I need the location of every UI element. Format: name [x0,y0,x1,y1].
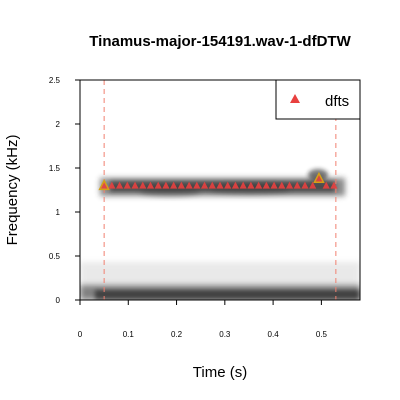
dfts-point [208,181,216,189]
x-tick-label: 0.3 [219,330,231,339]
dfts-point [154,181,162,189]
dfts-point [108,181,116,189]
y-tick-label: 0 [56,296,61,305]
y-tick-label: 2 [56,120,61,129]
dfts-point [255,181,263,189]
dfts-point [293,181,301,189]
dfts-point [247,181,255,189]
endpoint-marker-1 [98,178,110,191]
x-tick-label: 0 [78,330,83,339]
dfts-point [278,181,286,189]
y-tick-label: 2.5 [49,76,61,85]
legend-marker-triangle-icon [290,94,300,103]
dfts-point [285,181,294,189]
y-axis: 0 0.5 1 1.5 2 2.5 [49,76,80,305]
y-tick-label: 0.5 [49,252,61,261]
dfts-point [315,174,323,182]
spectrogram-image [80,169,360,300]
dfts-point [123,181,131,189]
dfts-point [239,181,247,189]
dfts-point [262,181,270,189]
x-axis-label: Time (s) [193,364,247,381]
legend: dfts [275,79,361,120]
dfts-point [170,181,178,189]
dfts-point [185,181,193,189]
dfts-point [193,181,201,189]
dfts-point [224,181,232,189]
dfts-point [131,181,139,189]
dfts-point [146,181,155,189]
y-tick-label: 1.5 [49,164,61,173]
x-tick-label: 0.5 [316,330,328,339]
dfts-point [330,181,338,189]
dfts-markers [100,174,338,189]
dfts-point [100,181,108,189]
dfts-point [270,181,278,189]
dfts-point [162,181,170,189]
chart-title: Tinamus-major-154191.wav-1-dfDTW [89,33,351,50]
dfts-point [177,181,185,189]
dfts-point [216,181,224,189]
dfts-point [115,181,124,189]
dfts-point [309,181,317,189]
dfts-point [322,181,330,189]
y-axis-label: Frequency (kHz) [4,135,21,246]
dfts-point [200,181,209,189]
x-axis: 0 0.1 0.2 0.3 0.4 0.5 [78,300,328,339]
plot-frame [79,79,361,301]
y-tick-label: 1 [56,208,61,217]
x-tick-label: 0.1 [123,330,135,339]
endpoint-markers [98,171,325,191]
x-tick-label: 0.2 [171,330,183,339]
dfts-point [231,181,240,189]
dfts-point [139,181,147,189]
legend-box [275,79,361,120]
dfts-point [301,181,309,189]
endpoint-marker-2 [313,171,325,184]
x-tick-label: 0.4 [268,330,280,339]
legend-label: dfts [325,93,349,110]
